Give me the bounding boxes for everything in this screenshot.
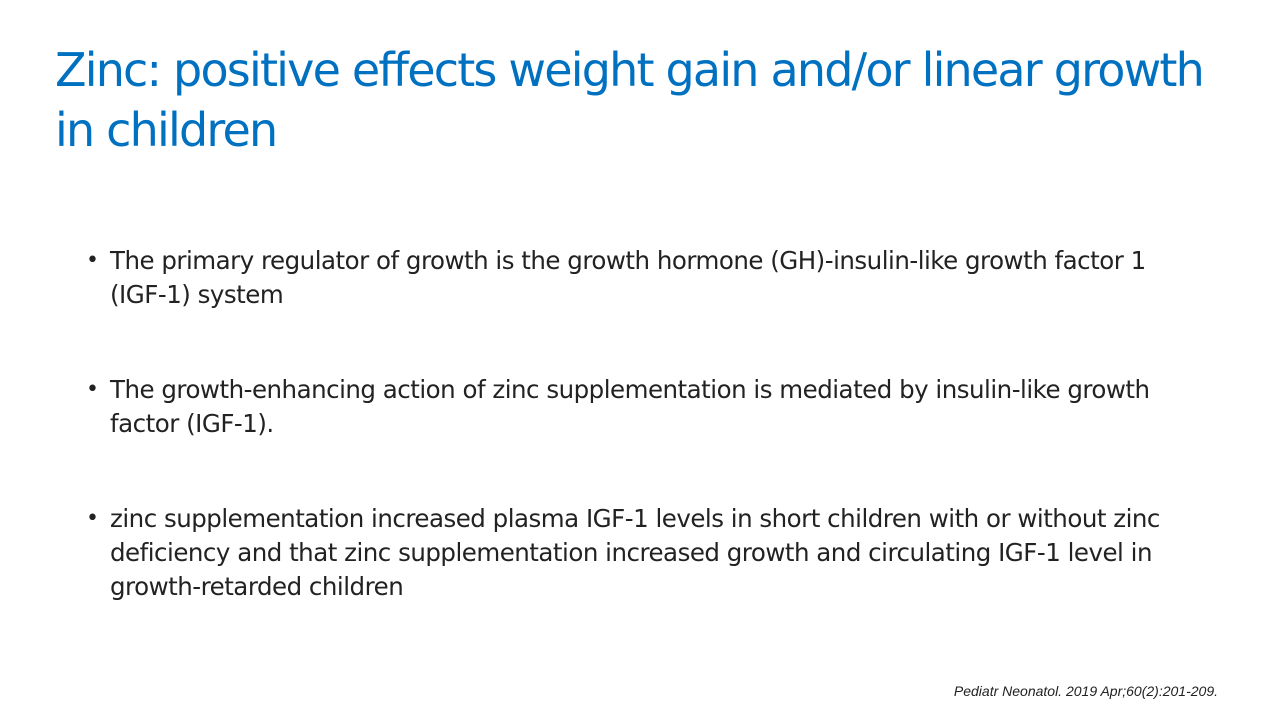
bullet-marker: • <box>86 248 99 273</box>
bullet-text: The growth-enhancing action of zinc supp… <box>110 375 1150 438</box>
bullet-text: zinc supplementation increased plasma IG… <box>110 504 1160 601</box>
slide-title: Zinc: positive effects weight gain and/o… <box>55 43 1205 157</box>
bullet-marker: • <box>86 506 99 531</box>
citation: Pediatr Neonatol. 2019 Apr;60(2):201-209… <box>953 683 1218 699</box>
bullet-list: • The primary regulator of growth is the… <box>86 244 1196 604</box>
bullet-item: • The primary regulator of growth is the… <box>86 244 1196 312</box>
bullet-item: • The growth-enhancing action of zinc su… <box>86 373 1196 441</box>
bullet-text: The primary regulator of growth is the g… <box>110 246 1146 309</box>
bullet-item: • zinc supplementation increased plasma … <box>86 502 1196 604</box>
bullet-marker: • <box>86 377 99 402</box>
